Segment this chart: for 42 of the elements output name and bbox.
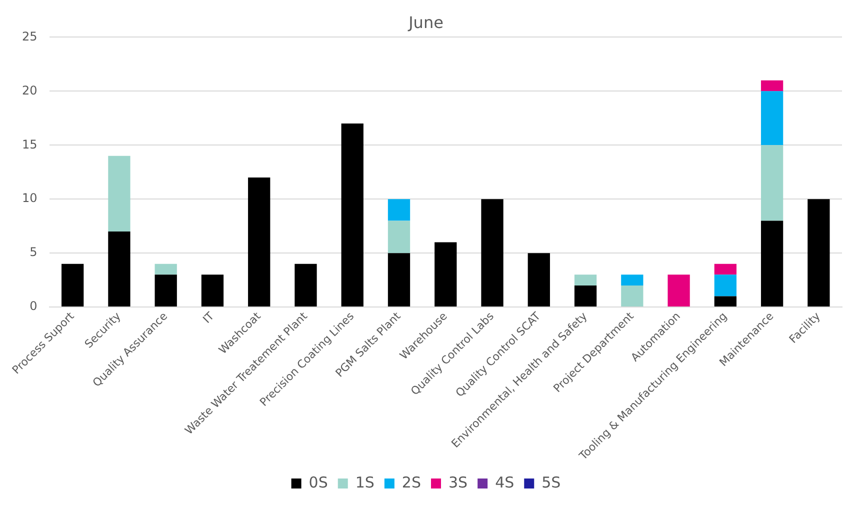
bar [201,274,224,307]
legend-label: 3S [448,473,468,492]
bar [294,264,317,307]
y-tick-label: 20 [22,83,38,98]
bar [714,264,736,275]
bar [154,274,177,307]
bar [388,253,410,307]
legend-label: 1S [355,473,374,492]
bar [108,156,130,232]
legend-label: 2S [402,473,422,492]
x-tick-label: IT [200,309,217,326]
bar [388,199,410,221]
bar [668,274,690,307]
bar [528,253,550,307]
bar [481,199,504,307]
bar [621,274,644,286]
y-tick-label: 15 [22,137,38,152]
bar [714,296,736,307]
bar [760,220,784,307]
bar [341,124,364,307]
bar [62,264,84,307]
bar [714,274,736,296]
legend-label: 5S [542,473,561,492]
bar [434,242,457,307]
legend-label: 0S [308,473,328,492]
bar [388,220,410,254]
bar [621,285,644,307]
bar [154,264,177,275]
y-tick-label: 0 [30,299,38,314]
bar [760,145,784,221]
bar [248,178,270,307]
bar [108,231,130,307]
bar [760,91,784,146]
bar [808,199,830,307]
bar [574,274,597,286]
y-tick-label: 25 [22,29,38,44]
bar [574,285,597,307]
chart-title: June [408,12,444,32]
y-tick-label: 5 [30,245,38,260]
bar [760,80,784,92]
legend-label: 4S [495,473,514,492]
y-tick-label: 10 [22,191,38,206]
